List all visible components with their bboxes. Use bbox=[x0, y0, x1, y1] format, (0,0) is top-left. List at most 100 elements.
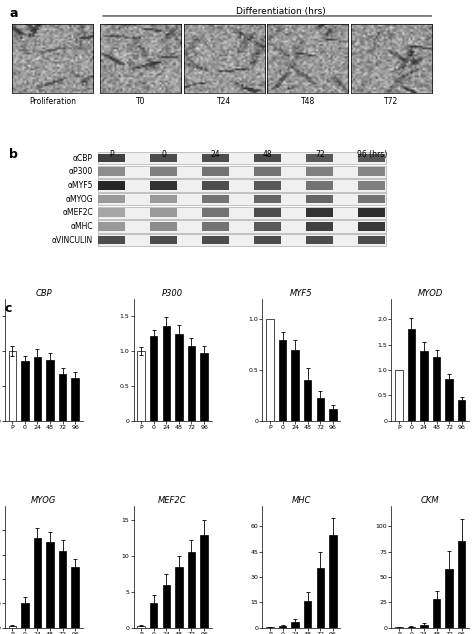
Title: MYOG: MYOG bbox=[31, 496, 56, 505]
Bar bbox=[175, 567, 182, 628]
Bar bbox=[202, 236, 229, 245]
Text: 0: 0 bbox=[161, 150, 166, 159]
Bar bbox=[329, 408, 337, 421]
Bar bbox=[150, 602, 157, 628]
Bar bbox=[98, 179, 386, 191]
Text: 72: 72 bbox=[315, 150, 325, 159]
Bar bbox=[98, 209, 125, 217]
Text: 48: 48 bbox=[263, 150, 273, 159]
Bar bbox=[254, 167, 281, 176]
Text: Proliferation: Proliferation bbox=[29, 97, 76, 106]
Bar bbox=[34, 358, 41, 421]
Bar bbox=[304, 600, 311, 628]
Bar bbox=[98, 167, 125, 176]
Bar bbox=[420, 351, 428, 421]
Text: αMEF2C: αMEF2C bbox=[62, 208, 93, 217]
Text: αCBP: αCBP bbox=[73, 153, 93, 162]
Bar bbox=[254, 181, 281, 190]
Bar bbox=[446, 378, 453, 421]
Text: 96 (hrs): 96 (hrs) bbox=[356, 150, 387, 159]
Bar bbox=[21, 361, 28, 421]
Bar bbox=[72, 567, 79, 628]
Bar bbox=[137, 626, 145, 628]
Bar bbox=[137, 351, 145, 421]
Bar bbox=[98, 207, 386, 219]
Bar bbox=[202, 222, 229, 231]
Text: αVINCULIN: αVINCULIN bbox=[52, 236, 93, 245]
Bar bbox=[163, 585, 170, 628]
Text: αMYOG: αMYOG bbox=[65, 195, 93, 204]
Title: P300: P300 bbox=[162, 289, 183, 298]
Bar bbox=[279, 340, 286, 421]
Bar bbox=[98, 152, 386, 164]
Text: T72: T72 bbox=[384, 97, 399, 106]
Bar bbox=[98, 220, 386, 233]
Bar bbox=[420, 624, 428, 628]
Bar bbox=[188, 552, 195, 628]
Bar bbox=[329, 534, 337, 628]
Bar bbox=[150, 153, 177, 162]
Title: MYF5: MYF5 bbox=[290, 289, 313, 298]
Bar bbox=[202, 153, 229, 162]
Bar bbox=[433, 358, 440, 421]
Bar bbox=[150, 236, 177, 245]
Bar bbox=[292, 350, 299, 421]
Text: b: b bbox=[9, 148, 18, 161]
Bar bbox=[98, 236, 125, 245]
Bar bbox=[202, 209, 229, 217]
Bar bbox=[306, 195, 333, 204]
Bar bbox=[446, 569, 453, 628]
Bar bbox=[358, 195, 385, 204]
Bar bbox=[175, 334, 182, 421]
Bar bbox=[317, 569, 324, 628]
Text: T24: T24 bbox=[217, 97, 231, 106]
Bar bbox=[150, 336, 157, 421]
Bar bbox=[163, 326, 170, 421]
Bar bbox=[98, 222, 125, 231]
Bar bbox=[433, 599, 440, 628]
Title: MYOD: MYOD bbox=[418, 289, 443, 298]
Bar bbox=[98, 234, 386, 246]
Bar bbox=[306, 167, 333, 176]
Bar bbox=[46, 359, 54, 421]
Text: T48: T48 bbox=[301, 97, 315, 106]
Bar bbox=[72, 378, 79, 421]
Bar bbox=[306, 236, 333, 245]
Text: a: a bbox=[9, 8, 18, 20]
Bar bbox=[358, 153, 385, 162]
Text: αMHC: αMHC bbox=[70, 222, 93, 231]
Bar bbox=[21, 604, 28, 628]
Text: Differentiation (hrs): Differentiation (hrs) bbox=[236, 8, 326, 16]
Bar bbox=[408, 626, 415, 628]
Bar bbox=[201, 534, 208, 628]
Bar bbox=[9, 626, 16, 628]
Bar bbox=[150, 209, 177, 217]
Bar bbox=[254, 195, 281, 204]
Bar bbox=[458, 401, 465, 421]
Title: MHC: MHC bbox=[292, 496, 311, 505]
Bar bbox=[34, 538, 41, 628]
Text: c: c bbox=[5, 302, 12, 315]
Bar bbox=[306, 209, 333, 217]
Bar bbox=[408, 330, 415, 421]
Bar bbox=[317, 398, 324, 421]
Bar bbox=[306, 222, 333, 231]
Bar bbox=[150, 167, 177, 176]
Bar bbox=[254, 209, 281, 217]
Bar bbox=[150, 181, 177, 190]
Bar bbox=[306, 181, 333, 190]
Bar bbox=[458, 541, 465, 628]
Bar bbox=[98, 195, 125, 204]
Bar bbox=[202, 167, 229, 176]
Bar bbox=[358, 181, 385, 190]
Bar bbox=[254, 153, 281, 162]
Text: 24: 24 bbox=[211, 150, 220, 159]
Bar bbox=[306, 153, 333, 162]
Bar bbox=[202, 181, 229, 190]
Text: αMYF5: αMYF5 bbox=[67, 181, 93, 190]
Bar bbox=[279, 626, 286, 628]
Bar bbox=[254, 236, 281, 245]
Bar bbox=[395, 370, 402, 421]
Title: MEF2C: MEF2C bbox=[158, 496, 187, 505]
Bar bbox=[98, 181, 125, 190]
